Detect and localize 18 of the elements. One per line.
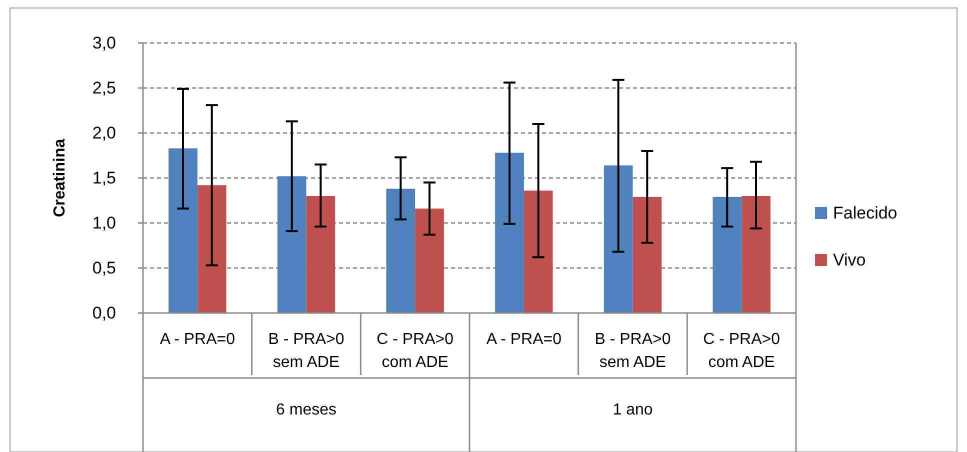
y-tick-label: 1,5 (92, 168, 116, 188)
text: 1 ano (612, 402, 653, 418)
y-tick-label: 1,0 (92, 214, 116, 232)
x-tick-label: A - PRA=0 (486, 331, 562, 348)
y-tick-label: 3,0 (92, 34, 116, 52)
x-tick-label: C - PRA>0 com ADE (376, 331, 454, 371)
y-tick-label: 0,0 (92, 304, 116, 322)
x-tick-label: A - PRA=0 (160, 331, 236, 348)
y-axis-title: Creatinina (52, 138, 68, 218)
legend-label: Vivo (833, 250, 866, 270)
y-tick-label: 2,0 (92, 124, 116, 142)
x-tick-label: C - PRA>0 com ADE (703, 331, 780, 371)
text: 6 meses (276, 402, 336, 418)
x-tick-label: B - PRA>0 sem ADE (268, 331, 344, 371)
y-tick-label: 2,5 (92, 78, 116, 98)
y-tick-label: 0,5 (92, 258, 116, 278)
x-tick-label: B - PRA>0 sem ADE (594, 331, 671, 371)
legend-label: Falecido (833, 204, 898, 222)
